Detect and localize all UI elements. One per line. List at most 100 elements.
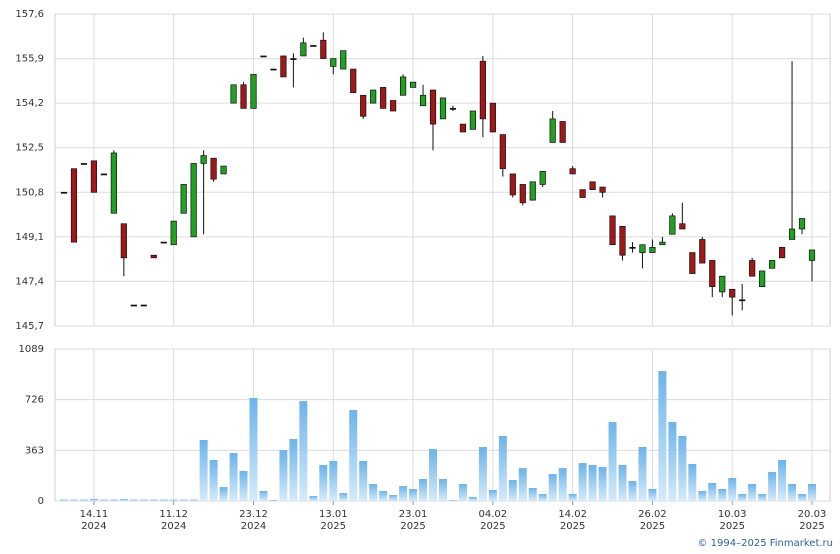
- volume-bar: [658, 371, 667, 501]
- volume-bar: [129, 499, 138, 501]
- volume-bar: [249, 397, 258, 501]
- volume-bar: [339, 493, 348, 501]
- candle-body: [280, 55, 287, 78]
- candle-body: [409, 81, 417, 88]
- volume-bar: [259, 490, 268, 501]
- y-tick-label: 154,2: [15, 98, 44, 109]
- volume-bar: [119, 498, 128, 501]
- volume-bar: [99, 499, 108, 501]
- volume-bar: [478, 446, 487, 501]
- volume-bar: [109, 499, 118, 501]
- candle-body: [340, 50, 347, 70]
- x-tick-year: 2025: [719, 521, 744, 532]
- candle-body: [778, 246, 786, 259]
- candle-body: [170, 220, 177, 246]
- volume-bar: [209, 459, 218, 501]
- candle-body: [589, 181, 596, 191]
- candle-body: [120, 223, 127, 259]
- candle-body: [719, 275, 726, 293]
- volume-bar: [89, 498, 98, 501]
- x-tick-label: 23.12: [239, 509, 268, 520]
- candle-body: [519, 184, 526, 204]
- volume-bar: [269, 500, 278, 501]
- candle-body: [739, 299, 746, 302]
- candle-body: [310, 45, 317, 47]
- volume-bar: [159, 499, 168, 501]
- x-tick-label: 13.01: [319, 509, 348, 520]
- candle-body: [788, 228, 796, 240]
- volume-bar: [558, 468, 567, 501]
- candle-body: [300, 42, 307, 57]
- candle-body: [529, 181, 536, 201]
- candle-body: [659, 241, 666, 246]
- candle-body: [689, 252, 696, 274]
- x-tick-label: 11.12: [159, 509, 188, 520]
- candle-body: [130, 304, 137, 307]
- x-tick-label: 14.11: [80, 509, 109, 520]
- volume-bar: [468, 496, 477, 501]
- candle-body: [729, 288, 736, 298]
- x-tick-year: 2025: [321, 521, 346, 532]
- volume-bar: [149, 499, 158, 501]
- y-tick-label: 0: [38, 496, 44, 507]
- candle-body: [220, 165, 227, 175]
- candle-body: [489, 102, 496, 133]
- volume-bar: [69, 499, 78, 501]
- x-tick-label: 14.02: [558, 509, 587, 520]
- candle-body: [150, 254, 157, 259]
- volume-bar: [60, 499, 68, 501]
- candle-body: [90, 160, 98, 193]
- candle-body: [749, 260, 756, 277]
- volume-bar: [349, 409, 358, 501]
- x-tick-year: 2024: [81, 521, 106, 532]
- y-tick-label: 152,5: [15, 143, 44, 154]
- candle-body: [679, 223, 686, 230]
- volume-bar: [548, 474, 557, 501]
- candle-body: [180, 184, 187, 214]
- candle-body: [360, 94, 367, 117]
- candle-body: [370, 89, 377, 104]
- candle-body: [330, 58, 337, 67]
- candle-body: [509, 173, 516, 196]
- candle-body: [200, 155, 207, 164]
- candle-body: [639, 244, 646, 253]
- candle-body: [250, 73, 257, 109]
- candle-body: [599, 186, 606, 193]
- volume-bar: [568, 494, 577, 501]
- candle-body: [479, 60, 486, 120]
- candle-body: [549, 118, 556, 143]
- volume-bar: [698, 490, 707, 501]
- candle-body: [469, 110, 476, 130]
- candle-body: [260, 55, 267, 58]
- candle-body: [649, 246, 656, 253]
- volume-bar: [528, 488, 537, 501]
- volume-bar: [299, 401, 308, 501]
- candle-body: [290, 58, 297, 60]
- volume-bar: [369, 483, 378, 501]
- x-tick-year: 2025: [560, 521, 585, 532]
- volume-bar: [738, 494, 747, 501]
- volume-bar: [289, 439, 298, 501]
- volume-bar: [438, 478, 447, 501]
- volume-bar: [808, 483, 816, 501]
- y-tick-label: 363: [25, 445, 44, 456]
- candle-body: [390, 100, 397, 112]
- volume-bar: [758, 494, 767, 501]
- x-tick-year: 2025: [400, 521, 425, 532]
- candle-body: [449, 108, 457, 110]
- candle-body: [380, 87, 387, 109]
- candle-body: [70, 168, 78, 243]
- candle-body: [459, 123, 467, 133]
- candle-body: [80, 163, 88, 165]
- candle-body: [419, 94, 427, 107]
- volume-bar: [728, 477, 737, 501]
- candle-body: [539, 170, 546, 185]
- candle-body: [569, 168, 576, 175]
- x-tick-year: 2024: [161, 521, 186, 532]
- volume-panel: [54, 348, 831, 502]
- volume-bar: [458, 483, 467, 501]
- volume-bar: [329, 460, 338, 501]
- volume-bar: [429, 449, 438, 501]
- candle-body: [210, 157, 217, 180]
